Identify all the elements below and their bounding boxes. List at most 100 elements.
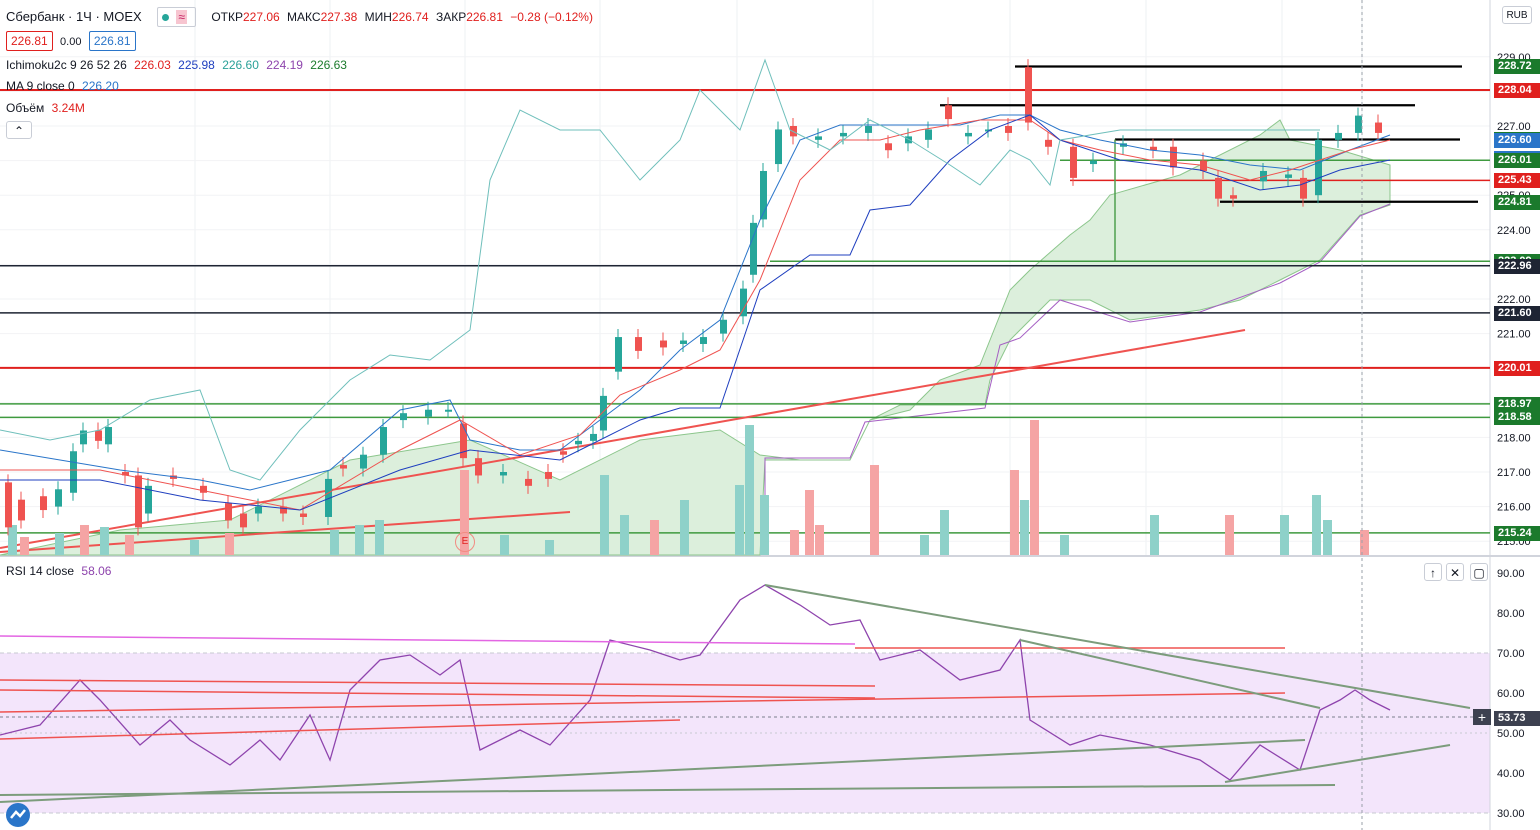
candle	[1070, 146, 1077, 178]
rsi-tick: 30.00	[1497, 808, 1525, 820]
candle	[280, 506, 287, 514]
volume-bar	[600, 475, 609, 555]
candle	[360, 454, 367, 469]
candle	[18, 499, 25, 521]
candle	[590, 433, 597, 441]
ichimoku-value-2: 225.98	[178, 58, 215, 72]
candle	[1090, 160, 1097, 165]
candle	[122, 472, 129, 476]
compare-icon: ≈	[176, 10, 187, 24]
candle	[325, 478, 332, 517]
market-status-toggle[interactable]: ≈	[157, 7, 196, 27]
candle	[255, 506, 262, 514]
candle	[660, 340, 667, 348]
rsi-legend[interactable]: RSI 14 close 58.06	[6, 563, 115, 579]
candle	[340, 465, 347, 469]
low-value: 226.74	[391, 10, 429, 24]
bid-price[interactable]: 226.81	[6, 31, 53, 51]
volume-bar	[650, 520, 659, 555]
candle	[1005, 126, 1012, 133]
rsi-trend-line	[0, 679, 876, 687]
volume-bar	[80, 525, 89, 555]
candle	[95, 430, 102, 441]
symbol-title[interactable]: Сбербанк · 1Ч · MOEX	[6, 9, 142, 24]
rsi-line	[0, 584, 1391, 781]
kijun-line	[0, 114, 1391, 511]
ask-price[interactable]: 226.81	[88, 31, 136, 51]
rsi-trend-line	[0, 739, 1306, 803]
candle	[70, 451, 77, 493]
spread-value: 0.00	[60, 36, 82, 48]
candle	[1170, 146, 1177, 168]
rsi-current-label: 53.73	[1494, 711, 1540, 727]
price-label: 222.96	[1494, 258, 1540, 274]
volume-bar	[735, 485, 744, 555]
ma-line	[0, 114, 1391, 491]
price-tick: 224.00	[1497, 225, 1531, 237]
rsi-tick: 40.00	[1497, 768, 1525, 780]
ichimoku-legend[interactable]: Ichimoku2c 9 26 52 26 226.03 225.98 226.…	[6, 57, 351, 73]
close-label: ЗАКР	[435, 10, 467, 24]
price-tick: 222.00	[1497, 294, 1531, 306]
candle	[965, 132, 972, 137]
symbol-legend: Сбербанк · 1Ч · MOEX ≈ ОТКР227.06 МАКС22…	[6, 7, 597, 27]
volume-bar	[125, 535, 134, 555]
ma-legend[interactable]: MA 9 close 0 226.20	[6, 78, 123, 94]
open-value: 227.06	[242, 10, 280, 24]
volume-bar	[790, 530, 799, 555]
volume-bar	[1150, 515, 1159, 555]
candle	[1300, 177, 1307, 199]
candle	[575, 440, 582, 445]
ichimoku-value-1: 226.03	[134, 58, 171, 72]
candle	[1285, 174, 1292, 178]
volume-bar	[1060, 535, 1069, 555]
rsi-tick: 80.00	[1497, 608, 1525, 620]
volume-bar	[500, 535, 509, 555]
volume-bar	[375, 520, 384, 555]
candle	[700, 337, 707, 344]
volume-label: Объём	[6, 101, 45, 115]
collapse-legend-button[interactable]: ⌃	[6, 121, 32, 139]
rsi-trend-line	[0, 784, 1336, 796]
volume-bar	[1225, 515, 1234, 555]
rsi-tick: 70.00	[1497, 648, 1525, 660]
volume-bar	[1020, 500, 1029, 555]
tradingview-logo-icon[interactable]	[6, 803, 30, 827]
volume-bar	[1030, 420, 1039, 555]
volume-bar	[1360, 530, 1369, 555]
close-pane-button[interactable]: ✕	[1446, 563, 1464, 581]
volume-bar	[8, 525, 17, 555]
earnings-event-marker[interactable]: E	[455, 532, 475, 552]
candle	[1045, 139, 1052, 147]
volume-bar	[870, 465, 879, 555]
candle	[635, 337, 642, 351]
ma-label: MA 9 close 0	[6, 79, 75, 93]
maximize-pane-button[interactable]: ▢	[1470, 563, 1488, 581]
price-label: 218.97	[1494, 396, 1540, 412]
volume-bar	[460, 470, 469, 555]
volume-bar	[1323, 520, 1332, 555]
chevron-up-icon: ⌃	[13, 124, 25, 138]
candle	[545, 472, 552, 479]
candle	[5, 482, 12, 528]
candle	[615, 337, 622, 372]
volume-bar	[545, 540, 554, 555]
price-label: 225.43	[1494, 173, 1540, 189]
price-tick: 227.00	[1497, 121, 1531, 133]
crosshair-plus-icon[interactable]: +	[1473, 709, 1491, 725]
candle	[55, 489, 62, 507]
move-pane-up-button[interactable]: ↑	[1424, 563, 1442, 581]
volume-legend[interactable]: Объём 3.24M	[6, 100, 89, 116]
close-value: 226.81	[466, 10, 503, 24]
candle	[135, 475, 142, 528]
candle	[840, 132, 847, 137]
candle	[145, 485, 152, 514]
rsi-trend-line	[1224, 744, 1451, 783]
ichimoku-value-5: 226.63	[310, 58, 347, 72]
candle	[790, 126, 797, 137]
currency-button[interactable]: RUB	[1502, 6, 1532, 24]
candle	[865, 126, 872, 133]
rsi-tick: 90.00	[1497, 568, 1525, 580]
close-icon: ✕	[1449, 566, 1461, 580]
